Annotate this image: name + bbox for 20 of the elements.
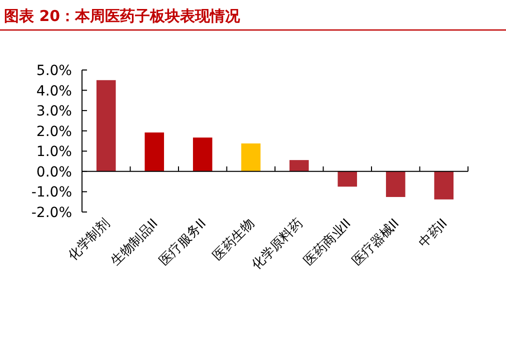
x-tick-label: 医疗器械II bbox=[350, 216, 402, 270]
y-tick-label: 5.0% bbox=[36, 63, 72, 79]
bar bbox=[96, 80, 116, 172]
x-tick-label: 中药II bbox=[416, 216, 451, 251]
y-tick-label: 3.0% bbox=[36, 104, 72, 120]
bar bbox=[289, 160, 309, 172]
y-tick-label: 2.0% bbox=[36, 124, 72, 140]
bar bbox=[338, 171, 358, 187]
bar bbox=[434, 171, 454, 200]
y-tick-label: -1.0% bbox=[31, 184, 72, 201]
bar bbox=[241, 143, 261, 172]
y-tick-label: 4.0% bbox=[36, 83, 72, 100]
x-tick-label: 医疗服务II bbox=[156, 216, 210, 270]
bar bbox=[144, 132, 164, 172]
chart-title: 图表 20：本周医药子板块表现情况 bbox=[4, 7, 242, 25]
y-tick-label: 0.0% bbox=[36, 164, 72, 180]
bar bbox=[192, 138, 212, 172]
y-tick-label: -2.0% bbox=[31, 205, 72, 221]
y-tick-label: 1.0% bbox=[36, 144, 72, 160]
bar bbox=[386, 171, 406, 197]
